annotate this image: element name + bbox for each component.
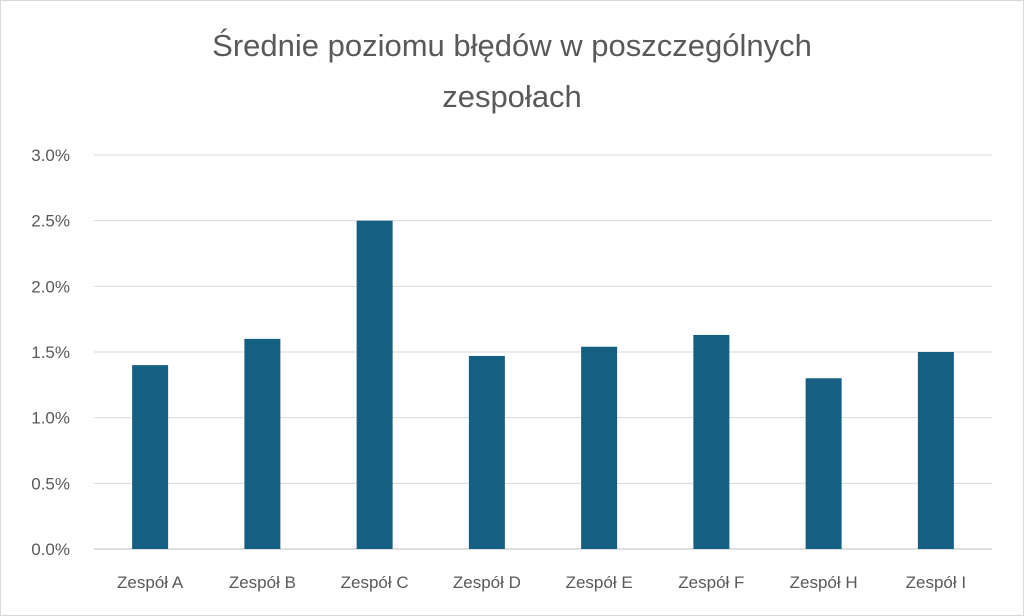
chart-title-line-2: zespołach	[442, 79, 582, 114]
bar	[805, 378, 842, 549]
y-tick-label: 2.5%	[31, 212, 70, 231]
bar	[244, 338, 281, 549]
bar	[132, 365, 169, 549]
y-tick-label: 1.0%	[31, 409, 70, 428]
y-tick-label: 3.0%	[31, 146, 70, 165]
y-tick-label: 2.0%	[31, 277, 70, 296]
x-tick-label: Zespół D	[453, 573, 521, 592]
chart-title-line-1: Średnie poziomu błędów w poszczególnych	[212, 28, 812, 63]
y-tick-label: 1.5%	[31, 343, 70, 362]
x-tick-label: Zespół F	[678, 573, 744, 592]
x-tick-label: Zespół A	[117, 573, 184, 592]
x-tick-label: Zespół I	[906, 573, 966, 592]
x-tick-label: Zespół B	[229, 573, 296, 592]
bar	[917, 352, 954, 549]
bar	[356, 220, 393, 549]
y-tick-label: 0.5%	[31, 474, 70, 493]
x-tick-label: Zespół H	[790, 573, 858, 592]
bar	[581, 346, 618, 549]
bar	[693, 334, 730, 549]
y-tick-label: 0.0%	[31, 540, 70, 559]
bar	[468, 355, 505, 549]
x-tick-label: Zespół E	[566, 573, 633, 592]
x-tick-label: Zespół C	[341, 573, 409, 592]
